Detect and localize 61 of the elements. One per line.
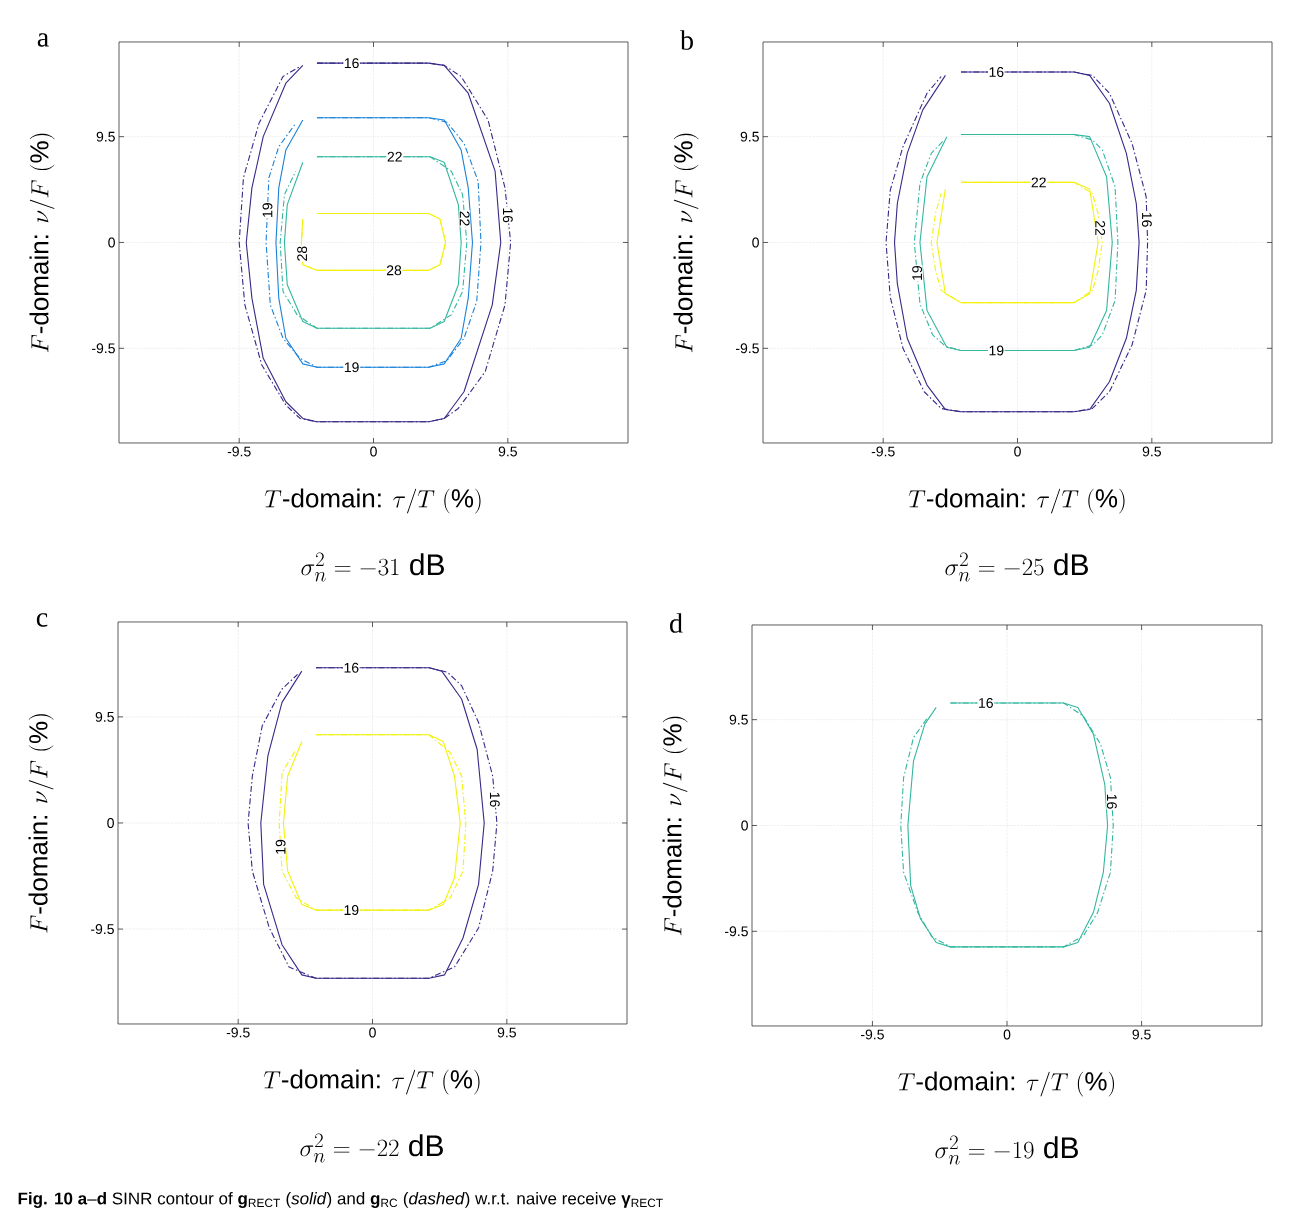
y-axis-title: $F\text{-domain: }\nu/F\ (\%)$	[28, 714, 54, 933]
text: 22	[459, 211, 470, 226]
y-axis-title: $F\text{-domain: }\nu/F\ (\%)$	[673, 133, 699, 353]
x-tick-label: 0	[1003, 1029, 1011, 1040]
series-label: 28	[386, 265, 402, 276]
y-axis-title: $F\text{-domain: }\nu/F\ (\%)$	[662, 716, 688, 936]
text: $\sigma_n^2 = -22\ \mathrm{dB}$	[300, 1133, 443, 1163]
series-label: 22	[1031, 177, 1046, 188]
chart-title: a	[37, 33, 49, 47]
y-tick-label: -9.5	[90, 924, 114, 935]
text: $\sigma_n^2 = -31\ \mathrm{dB}$	[301, 552, 444, 582]
text: 22	[1095, 220, 1106, 236]
y-tick-label: 9.5	[95, 711, 114, 722]
y-tick-label: 0	[741, 820, 748, 831]
text: 16	[489, 792, 500, 807]
x-tick-label: 9.5	[497, 1027, 516, 1038]
x-axis-title: $T\text{-domain: }\tau/T\ (\%)$	[898, 1071, 1115, 1097]
y-tick-label: -9.5	[735, 343, 759, 354]
series-label: 16	[979, 697, 993, 708]
x-tick-label: -9.5	[871, 446, 895, 457]
series-label: 19	[989, 345, 1004, 356]
series-label: 16	[989, 67, 1004, 78]
y-tick-label: 9.5	[96, 131, 115, 142]
y-tick-label: -9.5	[724, 926, 748, 937]
x-tick-label: 0	[369, 1027, 376, 1038]
y-tick-label: 9.5	[740, 131, 759, 142]
x-axis-title: $T\text{-domain: }\tau/T\ (\%)$	[264, 488, 481, 514]
x-axis-title: $T\text{-domain: }\tau/T\ (\%)$	[908, 488, 1125, 514]
chart-title: d	[670, 613, 683, 633]
y-tick-label: 9.5	[729, 714, 748, 725]
text: 19	[275, 839, 286, 854]
text: 28	[297, 246, 308, 261]
x-tick-label: -9.5	[226, 1027, 250, 1038]
text: 16	[1106, 794, 1117, 809]
y-tick-label: 0	[107, 818, 114, 828]
series-label: 19	[344, 905, 359, 916]
y-axis-title: $F\text{-domain: }\nu/F\ (\%)$	[29, 133, 55, 353]
y-tick-label: -9.5	[91, 343, 115, 354]
x-tick-label: 9.5	[1132, 1029, 1151, 1040]
text: 19	[262, 203, 273, 217]
text: $\sigma_n^2 = -19\ \mathrm{dB}$	[935, 1135, 1078, 1165]
x-axis-title: $T\text{-domain: }\tau/T\ (\%)$	[263, 1069, 480, 1095]
text: 16	[502, 208, 513, 223]
text: 16	[1141, 212, 1152, 227]
x-tick-label: 9.5	[498, 446, 517, 457]
chart-title: c	[36, 613, 48, 627]
y-tick-label: 0	[108, 237, 115, 248]
x-tick-label: 0	[1014, 446, 1021, 457]
x-tick-label: 9.5	[1142, 446, 1161, 457]
series-label: 19	[344, 362, 359, 373]
y-tick-label: 0	[752, 237, 759, 248]
text: $\sigma_n^2 = -25\ \mathrm{dB}$	[945, 552, 1088, 582]
text: Fig. 10 a–d SINR contour of g$_{RECT}$ (solid) and g$_{RC}$ (dashed) w.r.t. naive receive γ$_{RECT}$	[18, 1192, 663, 1208]
series-label: 16	[344, 662, 359, 673]
chart-title: b	[680, 30, 693, 50]
series-label: 22	[387, 151, 402, 162]
x-tick-label: -9.5	[860, 1029, 884, 1040]
text: 19	[912, 265, 923, 280]
series-label: 16	[344, 58, 359, 69]
x-tick-label: -9.5	[227, 446, 251, 457]
x-tick-label: 0	[370, 446, 377, 457]
